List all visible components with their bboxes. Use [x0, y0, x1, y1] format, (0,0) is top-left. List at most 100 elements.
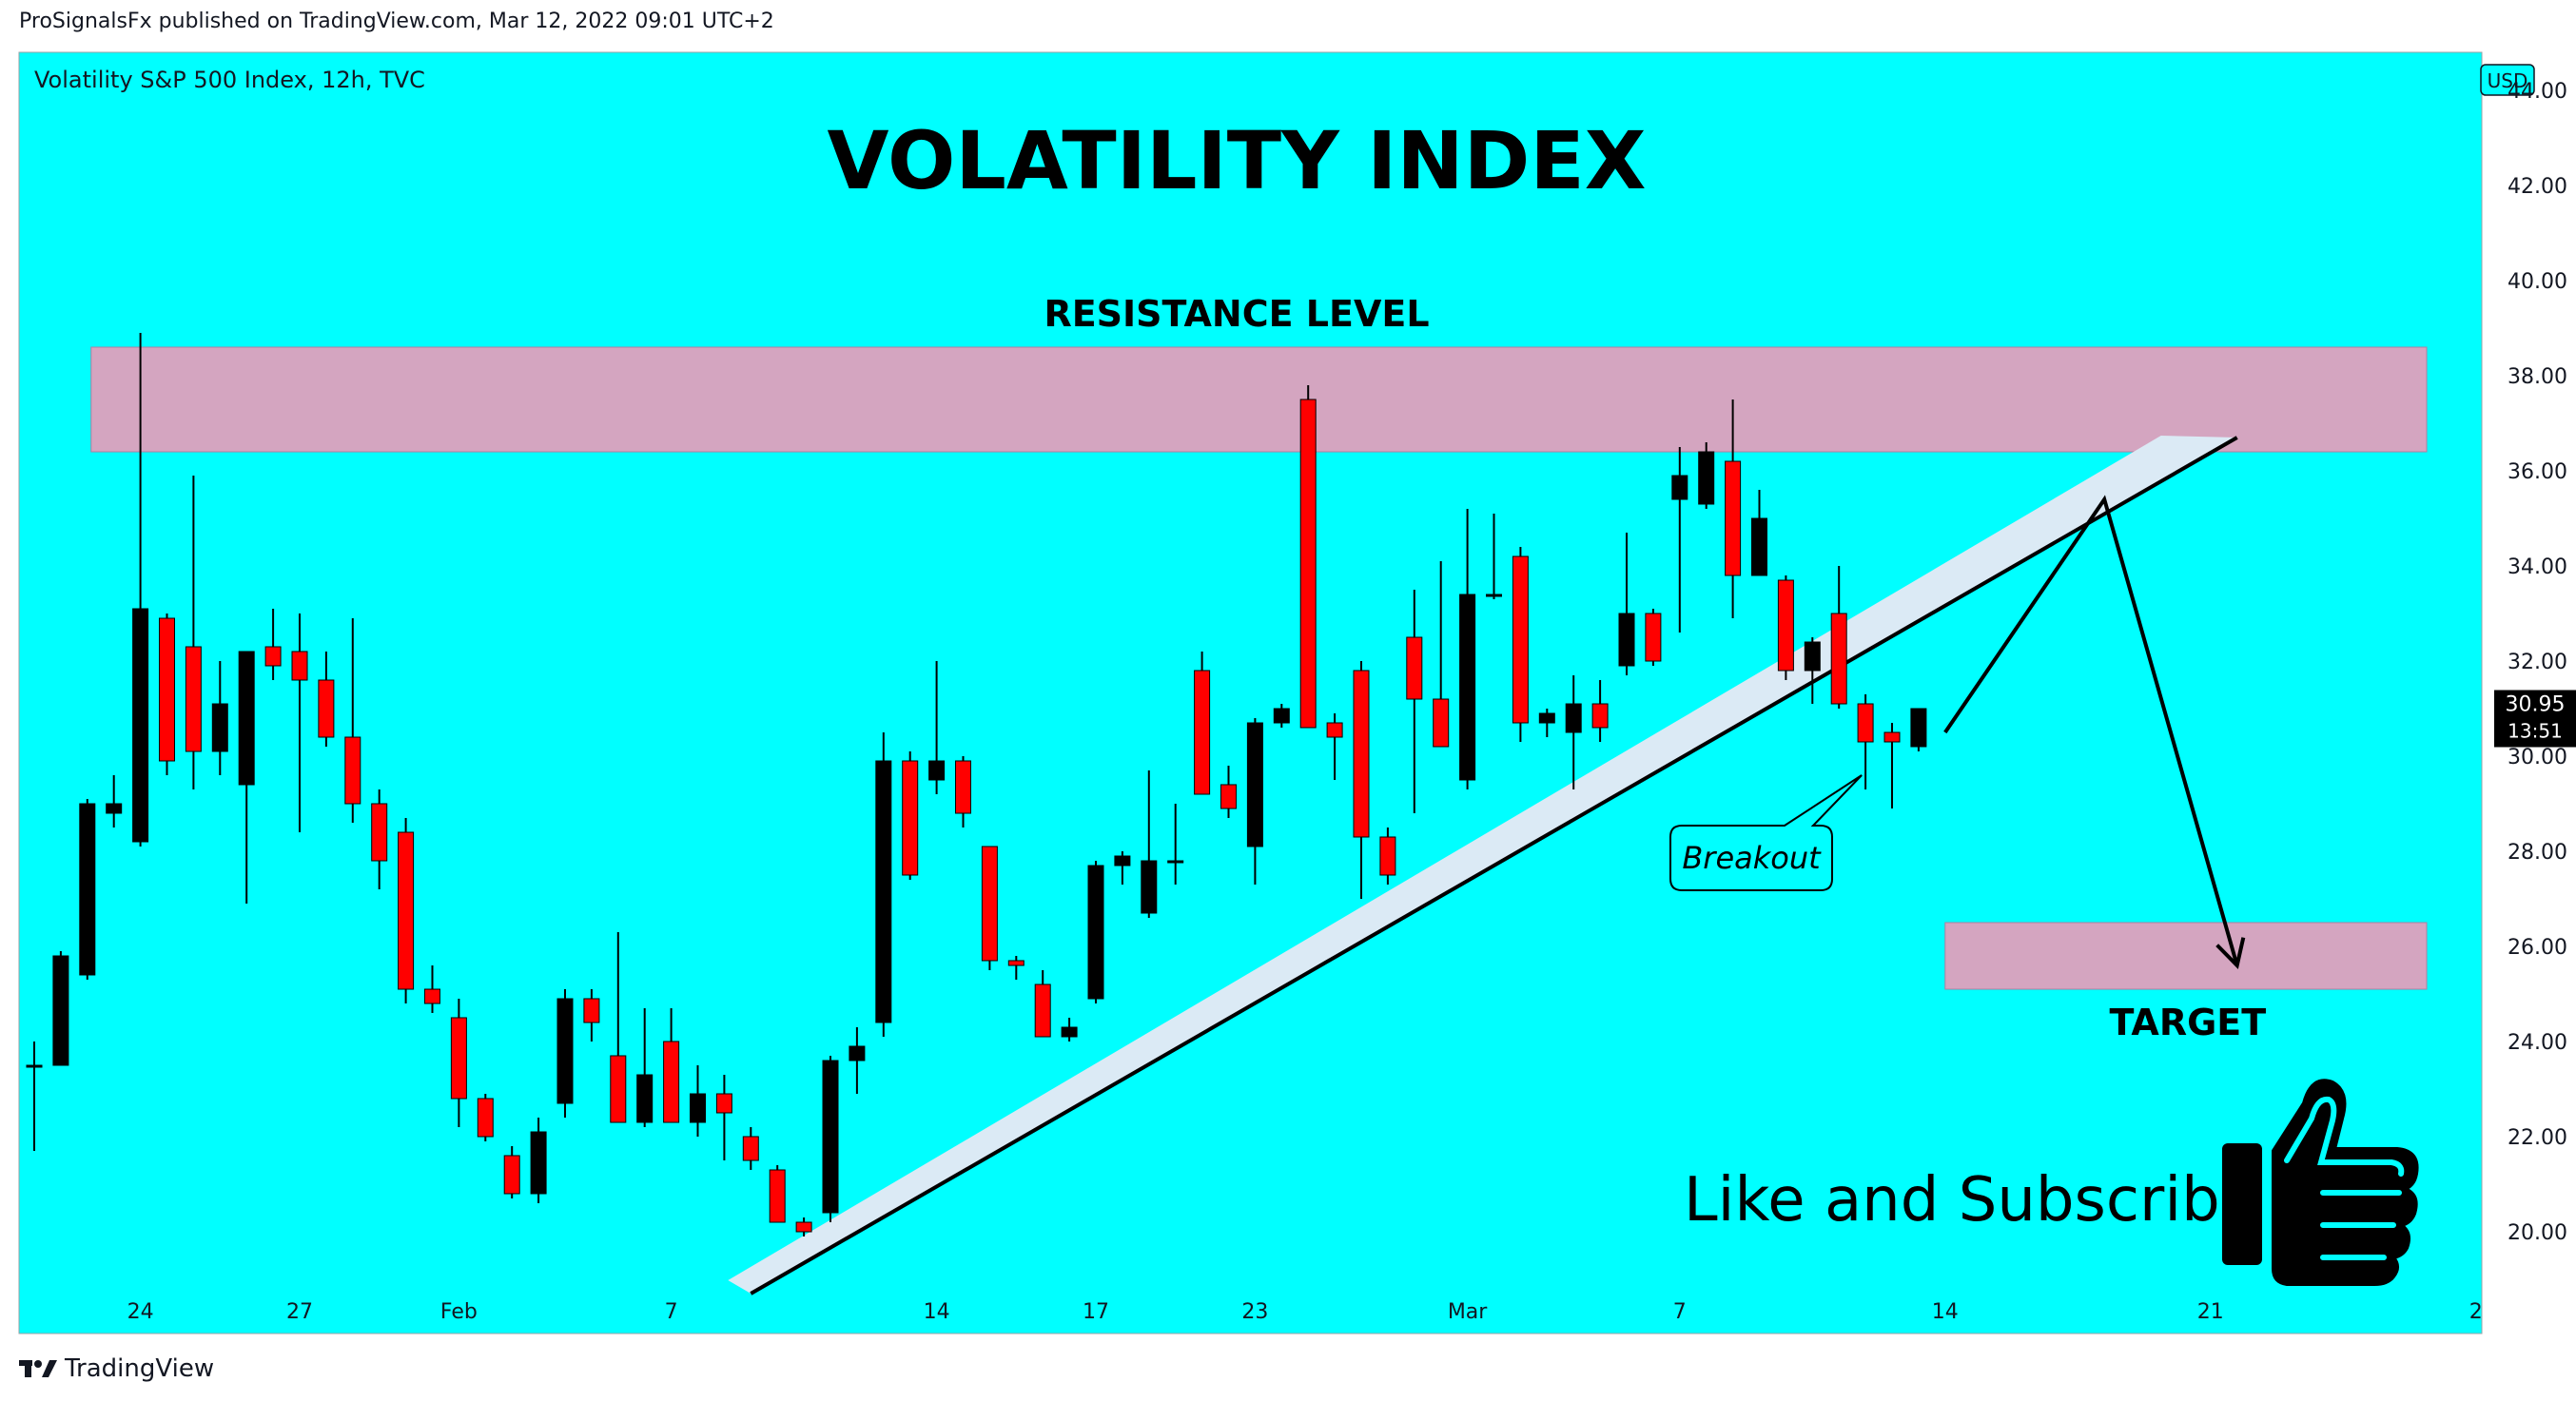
candle: [52, 951, 69, 1066]
candle-body: [902, 760, 919, 876]
x-tick-label: 24: [127, 1300, 154, 1324]
cta-text: Like and Subscribe: [1684, 1165, 2257, 1236]
candle: [981, 846, 998, 970]
x-tick-label: 14: [1932, 1300, 1959, 1324]
y-tick-label: 20.00: [2508, 1221, 2567, 1245]
candle-body: [264, 646, 282, 667]
candle: [1777, 575, 1794, 680]
candle-body: [1034, 983, 1051, 1038]
candle: [503, 1146, 520, 1198]
candle: [1061, 1018, 1078, 1042]
candle-body: [690, 1093, 706, 1123]
candle: [1725, 399, 1742, 618]
footer-logo[interactable]: TradingView: [19, 1354, 214, 1383]
candle-body: [26, 1064, 43, 1068]
x-tick-label: 17: [1083, 1300, 1109, 1324]
candle: [849, 1027, 866, 1094]
candle-body: [1751, 517, 1767, 576]
target-label: TARGET: [2109, 1002, 2266, 1043]
candle-body: [1220, 784, 1237, 809]
candle-body: [1406, 636, 1423, 700]
candle: [1353, 661, 1370, 899]
candle: [1299, 385, 1317, 729]
y-tick-label: 42.00: [2508, 175, 2567, 199]
trend-band: [728, 436, 2237, 1294]
candle: [1246, 718, 1263, 885]
y-tick-label: 32.00: [2508, 651, 2567, 674]
candle-body: [1273, 708, 1290, 724]
last-price-label: 30.95 13:51: [2494, 690, 2576, 748]
candle-body: [822, 1060, 839, 1214]
candle-body: [1857, 703, 1874, 743]
candle: [1804, 637, 1821, 704]
y-tick-label: 30.00: [2508, 746, 2567, 769]
candle-body: [371, 803, 388, 862]
price-axis[interactable]: 44.00 42.00 40.00 38.00 36.00 34.00 32.00 30.00…: [2508, 80, 2567, 1245]
candle: [450, 999, 467, 1127]
svg-text:USD: USD: [2488, 69, 2528, 92]
candle-body: [875, 760, 892, 1023]
candle: [769, 1165, 786, 1223]
time-axis[interactable]: 24 27 Feb 7 14 17 23 Mar 7 14 21 2: [127, 1300, 2483, 1324]
candle-body: [1804, 641, 1821, 672]
candle-body: [52, 955, 69, 1066]
footer-brand: TradingView: [65, 1354, 215, 1383]
candle: [264, 609, 282, 680]
candle: [663, 1008, 680, 1123]
candle: [1141, 770, 1158, 918]
candle-body: [530, 1131, 547, 1195]
candle-body: [1725, 460, 1742, 576]
candle: [1910, 708, 1927, 751]
candle: [715, 1075, 732, 1160]
candle: [1591, 680, 1609, 742]
candle: [928, 661, 946, 794]
candle-body: [1486, 594, 1502, 597]
x-tick-label: 7: [1673, 1300, 1687, 1324]
candle-body: [1671, 475, 1688, 500]
candle: [1751, 490, 1767, 576]
candle-body: [318, 679, 335, 738]
candle: [1883, 723, 1901, 808]
candle-body: [1645, 613, 1662, 662]
candle-body: [795, 1221, 812, 1233]
candle-body: [1565, 703, 1582, 733]
candle: [26, 1042, 43, 1151]
candle: [610, 932, 627, 1123]
candle-body: [1777, 579, 1794, 672]
candle-body: [1246, 722, 1263, 847]
candle-body: [981, 846, 998, 962]
candle: [1406, 590, 1423, 813]
candle-body: [1538, 712, 1555, 724]
candle-body: [1512, 555, 1529, 724]
target-zone: [1944, 922, 2428, 990]
y-tick-label: 34.00: [2508, 555, 2567, 579]
candle: [132, 333, 149, 847]
candle-body: [398, 831, 415, 990]
candle-body: [1353, 670, 1370, 838]
candle: [875, 732, 892, 1037]
candle-body: [583, 998, 600, 1023]
candle: [742, 1127, 759, 1170]
projection-arrowhead: [2215, 937, 2246, 970]
candle: [636, 1008, 654, 1127]
candle-body: [1114, 855, 1131, 867]
candle: [530, 1118, 547, 1203]
svg-text:Breakout: Breakout: [1682, 840, 1822, 876]
candle: [1830, 566, 1847, 709]
candle-body: [185, 646, 202, 752]
candle-body: [1910, 708, 1927, 748]
candle-body: [610, 1055, 627, 1123]
candle-body: [211, 703, 228, 752]
chart-background: [19, 52, 2482, 1334]
x-tick-label: Feb: [440, 1300, 478, 1324]
candle-body: [1326, 722, 1343, 738]
candle: [477, 1094, 494, 1141]
currency-badge[interactable]: USD: [2480, 64, 2535, 96]
candle-body: [1167, 860, 1184, 864]
candle-body: [1459, 594, 1476, 781]
candle: [371, 789, 388, 889]
candle-body: [715, 1093, 732, 1114]
candle: [1087, 861, 1104, 1003]
candle: [1220, 766, 1237, 818]
candle-body: [1883, 731, 1901, 743]
